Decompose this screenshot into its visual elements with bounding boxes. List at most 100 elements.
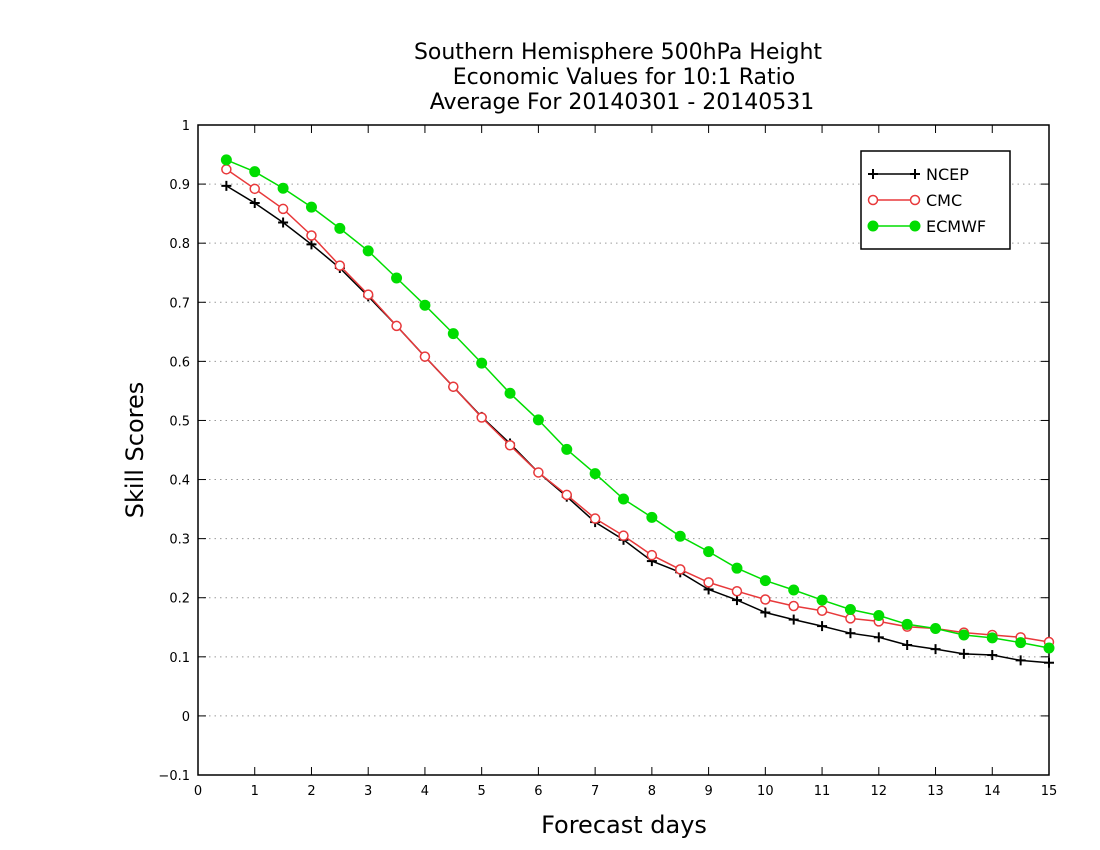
x-tick-label: 9 [704,784,712,799]
legend-item-ncep: NCEP [868,165,969,184]
data-point-ncep [958,648,969,659]
data-point-ncep [817,621,828,632]
gridlines [198,183,1049,717]
data-point-cmc [788,600,799,612]
data-point-cmc [533,467,544,478]
data-point-ecmwf [1015,637,1027,649]
data-point-ecmwf [986,632,998,644]
x-tick-label: 15 [1041,784,1058,799]
data-point-ecmwf [220,154,232,166]
legend-label-ncep: NCEP [926,165,969,184]
x-tick-label: 8 [648,784,656,799]
data-point-cmc [760,594,771,605]
data-point-ecmwf [759,575,771,587]
y-tick-label: 0.2 [169,592,190,607]
x-tick-label: 6 [534,784,542,799]
data-point-cmc [646,549,658,561]
y-tick-label: 0.4 [169,474,190,489]
x-tick-label: 1 [251,784,259,799]
data-point-ncep [902,640,913,650]
legend-item-cmc: CMC [867,191,962,210]
title-line-2: Economic Values for 10:1 Ratio [453,65,795,90]
data-point-cmc [504,440,516,451]
y-tick-label: 0.7 [169,296,190,311]
data-point-cmc [674,564,686,575]
x-axis-title: Forecast days [541,811,707,839]
legend-marker [910,169,920,179]
data-point-ecmwf [958,629,970,641]
y-tick-label: 0 [182,710,190,725]
data-point-cmc [277,203,289,215]
x-tick-label: 10 [757,784,774,799]
y-tick-label: 0.3 [169,533,190,548]
data-point-ecmwf [618,493,629,505]
x-tick-label: 14 [984,784,1001,799]
data-point-cmc [419,351,431,362]
series-layer [220,154,1055,668]
legend-label-cmc: CMC [926,191,962,210]
data-point-ecmwf [249,166,261,178]
y-tick-label: 0.8 [169,237,190,252]
y-tick-label: 1 [182,119,190,134]
legend: NCEP CMC ECMWF [860,150,1011,250]
data-point-ecmwf [646,511,658,523]
title-line-3: Average For 20140301 - 20140531 [430,90,815,115]
data-point-ecmwf [901,618,913,630]
data-point-cmc [249,183,260,195]
data-point-ecmwf [703,546,715,558]
data-point-ecmwf [277,182,289,194]
x-tick-label: 4 [421,784,429,799]
data-point-ncep [760,607,771,618]
data-point-cmc [448,381,459,393]
data-point-cmc [362,289,374,300]
data-point-ecmwf [447,328,459,340]
data-point-ecmwf [873,609,885,621]
data-point-ncep [306,239,317,250]
data-point-ncep [249,198,260,208]
data-point-ecmwf [788,584,800,596]
x-tick-label: 7 [591,784,599,799]
y-tick-label: 0.6 [169,355,190,370]
data-point-ecmwf [362,245,374,257]
series-line-ncep [226,185,1050,664]
data-point-cmc [703,577,714,588]
data-point-ecmwf [674,530,686,542]
x-axis-ticks: 0 1 2 3 4 5 6 7 8 9 10 11 12 13 14 15 [194,125,1057,799]
data-point-ecmwf [844,604,856,616]
series-ecmwf [220,154,1055,654]
data-point-ncep [1015,655,1026,666]
data-point-ecmwf [532,414,544,426]
data-point-ncep [873,632,884,643]
x-tick-label: 2 [307,784,315,799]
data-point-cmc [221,164,232,175]
data-point-ncep [221,180,232,191]
x-tick-label: 0 [194,784,202,799]
data-point-ecmwf [816,594,828,606]
data-point-ecmwf [334,222,346,234]
data-point-cmc [731,585,743,597]
data-point-ecmwf [504,387,516,399]
x-tick-label: 13 [927,784,944,799]
legend-marker [909,220,921,232]
data-point-ecmwf [930,622,942,634]
data-point-ncep [278,217,289,228]
legend-label-ecmwf: ECMWF [926,217,986,236]
data-point-ecmwf [731,562,743,574]
data-point-ecmwf [391,272,403,284]
data-point-cmc [476,412,487,423]
data-point-cmc [618,530,629,541]
y-axis-ticks: −0.1 0 0.1 0.2 0.3 0.4 0.5 0.6 0.7 0.8 0.9 1 [158,119,1049,784]
data-point-ncep [845,628,856,639]
y-axis-title: Skill Scores [121,382,149,519]
plot-frame [197,124,1050,776]
x-tick-label: 11 [814,784,831,799]
legend-item-ecmwf: ECMWF [867,217,986,236]
data-point-ecmwf [419,299,431,311]
legend-marker [909,194,921,206]
y-tick-label: 0.9 [169,178,190,193]
data-point-ncep [731,595,742,606]
data-point-ecmwf [476,357,488,369]
data-point-ncep [1044,657,1054,668]
data-point-cmc [589,513,601,524]
data-point-cmc [334,260,346,271]
